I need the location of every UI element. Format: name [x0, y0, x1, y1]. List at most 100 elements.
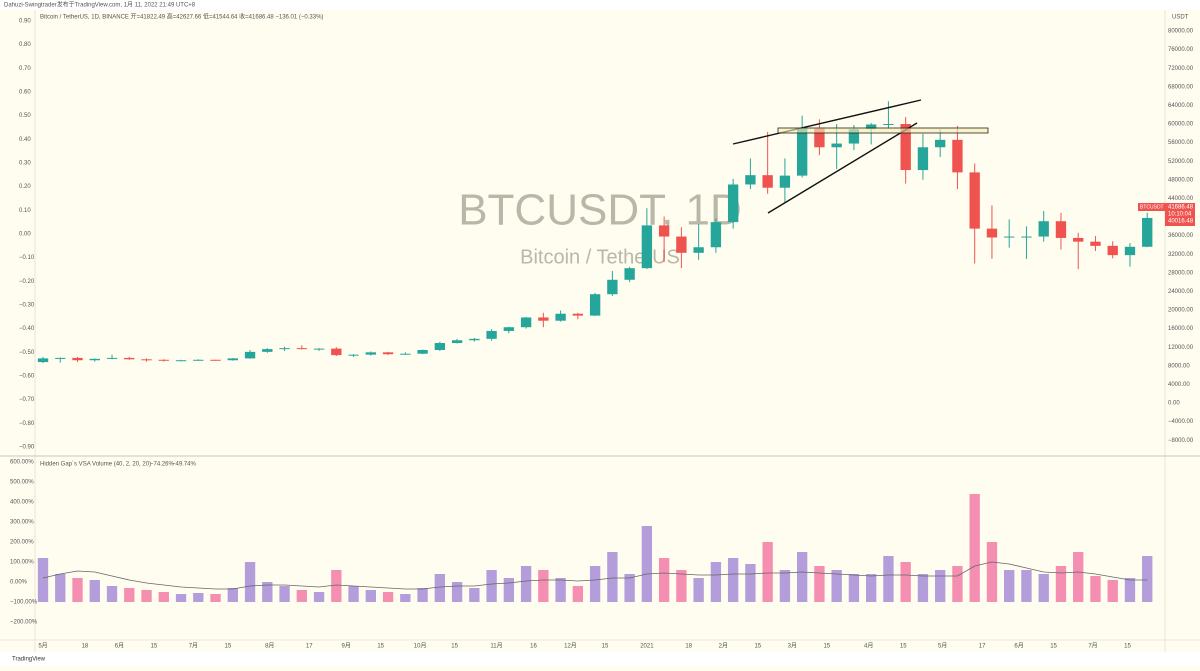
ma-line [42, 561, 1148, 590]
candle-body [365, 352, 377, 355]
volume-bar [313, 592, 325, 602]
candle-body [641, 225, 653, 269]
candle-body [762, 175, 773, 188]
volume-bar [572, 586, 584, 602]
footer [0, 652, 1200, 666]
candle-body [1142, 217, 1153, 247]
y2-tick-label: 8000.00 [1168, 363, 1190, 369]
candle-body [969, 172, 980, 229]
candle-body [1107, 245, 1118, 256]
candle-body [607, 279, 618, 295]
candle-body [193, 359, 204, 361]
volume-bar [555, 578, 566, 602]
price-tag [1165, 203, 1195, 226]
y-tick-label: 400.00% [10, 500, 34, 506]
volume-bar [986, 542, 998, 602]
panes [0, 10, 1200, 652]
candle-body [55, 357, 66, 359]
candle-body [89, 358, 100, 361]
y2-tick-label: 20000.00 [1168, 308, 1194, 314]
candle-body [658, 225, 670, 237]
y-tick-label: 600.00% [10, 460, 34, 466]
y-tick-label: 0.30 [19, 161, 31, 167]
y-tick-label: −0.80 [19, 421, 35, 427]
candle-body [848, 129, 860, 144]
symbol-tag [1138, 203, 1165, 211]
y-tick-label: −0.30 [19, 303, 35, 309]
symbol-tag-text: BTCUSDT [1140, 204, 1164, 210]
candle-body [175, 360, 187, 362]
volume-bar [624, 574, 635, 602]
volume-bar [1107, 580, 1118, 602]
x-tick-label: 15 [823, 644, 830, 650]
y2-tick-label: 28000.00 [1168, 270, 1194, 276]
candle-body [348, 354, 359, 356]
volume-bar [796, 552, 808, 602]
y2-tick-label: 44000.00 [1168, 196, 1194, 202]
x-tick-label: 15 [1050, 644, 1057, 650]
y2-tick-label: 12000.00 [1168, 345, 1194, 351]
candle-body [900, 124, 911, 171]
volume-bar [503, 578, 515, 602]
x-tick-label: 4月 [864, 643, 873, 650]
volume-bar [641, 526, 653, 602]
volume-bar [538, 570, 549, 602]
y2-tick-label: 16000.00 [1168, 326, 1194, 332]
x-tick-label: 3月 [788, 643, 797, 650]
y-tick-label: −0.90 [19, 445, 35, 451]
volume-bar [1090, 576, 1101, 602]
symbol-legend: Bitcoin / TetherUS, 1D, BINANCE 开=41822.… [40, 13, 323, 21]
candle-body [72, 357, 83, 361]
candle-body [451, 340, 463, 344]
candle-body [1004, 236, 1015, 238]
x-tick-label: 7月 [189, 643, 198, 650]
candle-body [779, 175, 791, 188]
volume-bar [72, 578, 83, 602]
x-tick-label: 2月 [719, 643, 728, 650]
candle-body [486, 330, 497, 339]
y2-tick-label: 56000.00 [1168, 140, 1194, 146]
watermark-title: BTCUSDT, 1D [458, 186, 742, 235]
indicator-value: −49.74% [172, 462, 197, 468]
candle-body [244, 351, 256, 359]
volume-bar [331, 570, 342, 602]
drawings [732, 99, 989, 214]
candle-body [693, 247, 704, 253]
y2-tick-label: 80000.00 [1168, 29, 1194, 35]
y-tick-label: −0.20 [19, 279, 35, 285]
volume-bar [1142, 556, 1153, 602]
candle-body [210, 359, 221, 361]
volume-bar [1073, 552, 1084, 602]
volume-bar [37, 558, 49, 602]
candle-body [814, 128, 825, 148]
x-tick-label: 18 [685, 644, 692, 650]
x-tick-label: 15 [151, 644, 158, 650]
candle-body [296, 348, 307, 350]
y-tick-label: −0.10 [19, 255, 35, 261]
volume-bar [900, 562, 911, 602]
volume-bar [952, 566, 963, 602]
volume-bar [865, 574, 877, 602]
volume-bar [262, 582, 273, 602]
volume-bar [814, 566, 825, 602]
volume-bar [210, 594, 221, 602]
volume-bar [227, 588, 238, 602]
candle-body [710, 222, 722, 248]
x-tick-label: 11月 [490, 643, 502, 650]
candle-body [538, 317, 549, 321]
volume-bar [779, 570, 791, 602]
trend-line [767, 122, 918, 214]
candle-body [883, 124, 894, 126]
volume-bar [676, 570, 687, 602]
x-tick-label: 9月 [342, 643, 351, 650]
candle-body [158, 359, 169, 361]
x-tick-label: 15 [754, 644, 761, 650]
candle-body [503, 327, 515, 331]
volume-bar [106, 586, 118, 602]
volume-bar [1038, 574, 1049, 602]
volume-bar [1021, 570, 1032, 602]
candle-body [727, 184, 739, 223]
y-tick-label: −0.50 [19, 350, 35, 356]
volume-bar [365, 590, 377, 602]
